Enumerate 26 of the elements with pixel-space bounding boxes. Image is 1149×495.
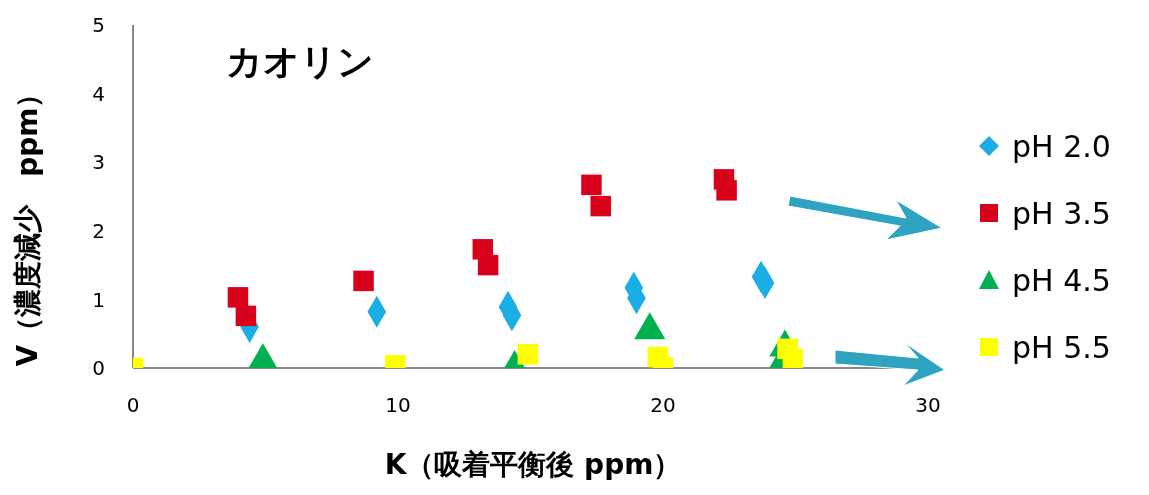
text: カオリン <box>226 40 374 84</box>
point <box>782 348 804 368</box>
legend-label: pH 3.5 <box>1012 195 1111 231</box>
y-tick-label: 2 <box>92 218 105 243</box>
y-tick-label: 1 <box>92 287 105 312</box>
point <box>716 180 737 201</box>
x-tick-label: 20 <box>650 393 676 418</box>
point <box>227 287 249 308</box>
legend-label: pH 5.5 <box>1012 329 1111 365</box>
y-tick-label: 5 <box>92 13 105 38</box>
y-tick-label: 3 <box>92 150 105 175</box>
y-tick-label: 4 <box>92 81 105 106</box>
x-axis-title: K（吸着平衡後 ppm） <box>383 447 683 483</box>
y-axis-title: V（濃度減少 ppm） <box>10 79 45 367</box>
point <box>477 254 499 276</box>
point <box>581 174 602 196</box>
x-tick-label: 30 <box>915 393 941 418</box>
point <box>590 195 611 217</box>
point <box>353 270 374 292</box>
point <box>517 344 539 365</box>
legend-label: pH 4.5 <box>1012 262 1111 298</box>
point <box>235 305 257 327</box>
x-tick-label: 10 <box>385 393 411 418</box>
y-tick-label: 0 <box>92 356 105 381</box>
legend-label: pH 2.0 <box>1012 128 1111 164</box>
x-tick-label: 0 <box>126 393 140 418</box>
